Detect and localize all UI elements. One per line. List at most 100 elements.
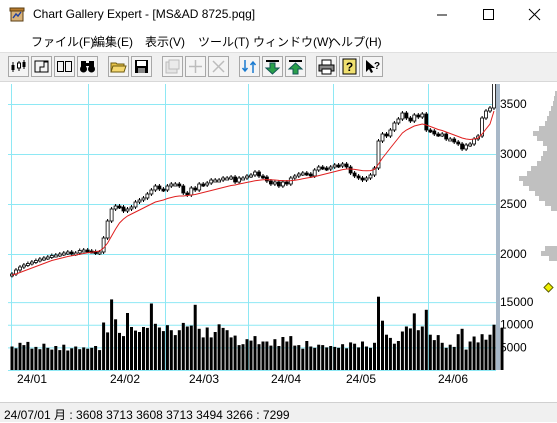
- candle-body: [57, 253, 62, 257]
- volume-tick-label: 5000: [500, 340, 527, 354]
- move-down-button[interactable]: [262, 56, 283, 77]
- volume-bar: [321, 345, 325, 370]
- candle-body: [364, 177, 369, 181]
- open-button[interactable]: [108, 56, 129, 77]
- menu-window[interactable]: ウィンドウ(W): [253, 35, 333, 49]
- volume-bar: [229, 337, 233, 370]
- search-button[interactable]: [77, 56, 98, 77]
- volume-bar: [424, 309, 428, 370]
- candle-body: [460, 143, 465, 150]
- volume-bar: [193, 304, 197, 370]
- context-help-button[interactable]: ?: [362, 56, 383, 77]
- help-button[interactable]: ?: [339, 56, 360, 77]
- volume-bar: [169, 330, 173, 370]
- arrow-up-icon: [287, 60, 304, 75]
- chart-area[interactable]: 3500 3000 2500 2000 15000 10000 5000 24/01 24/02…: [8, 84, 557, 402]
- volume-profile-bar: [529, 186, 557, 191]
- volume-bar: [381, 320, 384, 370]
- candle-body: [233, 176, 238, 183]
- candle-body: [484, 110, 488, 119]
- candle-body: [340, 163, 345, 167]
- volume-bar: [325, 347, 329, 370]
- volume-bar: [149, 303, 153, 370]
- volume-profile-bar: [539, 126, 557, 131]
- volume-bar: [285, 341, 289, 370]
- volume-bar: [165, 325, 169, 370]
- volume-bar: [269, 345, 273, 370]
- menu-view[interactable]: 表示(V): [145, 35, 185, 49]
- menu-file[interactable]: ファイル(F): [31, 35, 95, 49]
- candle-body: [201, 183, 206, 187]
- delete-button[interactable]: [208, 56, 229, 77]
- print-button[interactable]: [316, 56, 337, 77]
- minimize-button[interactable]: [419, 0, 465, 30]
- scale-marker[interactable]: [543, 282, 554, 293]
- volume-bar: [396, 341, 400, 370]
- volume-bar: [353, 343, 357, 370]
- candle-body: [173, 183, 178, 187]
- candle-body: [416, 114, 421, 118]
- date-tick-label: 24/01: [17, 372, 47, 386]
- candle-body: [284, 181, 289, 185]
- candlestick-chart-button[interactable]: [8, 56, 29, 77]
- candle-body: [61, 252, 66, 256]
- candle-body: [316, 166, 321, 171]
- volume-profile-bar: [523, 181, 557, 186]
- volume-bar: [392, 343, 396, 370]
- properties-button[interactable]: [162, 56, 183, 77]
- stock-chart[interactable]: 3500 3000 2500 2000 15000 10000 5000 24/01 24/02…: [8, 84, 557, 402]
- sort-button[interactable]: [239, 56, 260, 77]
- candle-body: [320, 166, 325, 170]
- volume-bar: [341, 344, 345, 370]
- volume-bar: [492, 324, 496, 370]
- dual-pane-button[interactable]: [54, 56, 75, 77]
- menu-tools[interactable]: ツール(T): [198, 35, 250, 49]
- volume-bar: [245, 339, 249, 370]
- add-button[interactable]: [185, 56, 206, 77]
- volume-bar: [400, 331, 404, 370]
- price-tick-label: 3000: [500, 147, 527, 161]
- candle-body: [42, 257, 46, 261]
- candle-body: [464, 144, 469, 150]
- candle-body: [376, 140, 381, 169]
- candle-body: [169, 183, 174, 187]
- date-tick-label: 24/03: [189, 372, 219, 386]
- candle-body: [165, 185, 170, 191]
- menu-edit[interactable]: 編集(E): [93, 35, 133, 49]
- volume-bar: [50, 349, 54, 370]
- candle-body: [113, 205, 118, 210]
- volume-bar: [30, 348, 34, 370]
- candle-body: [237, 177, 242, 183]
- volume-bar: [122, 336, 125, 370]
- volume-profile-bar: [527, 171, 557, 176]
- candle-body: [97, 251, 102, 255]
- properties-icon: [165, 59, 180, 74]
- volume-bar: [301, 348, 305, 370]
- close-button[interactable]: [511, 0, 557, 30]
- volume-profile-bar: [549, 111, 557, 116]
- move-up-button[interactable]: [285, 56, 306, 77]
- volume-profile-bar: [531, 166, 557, 171]
- maximize-button[interactable]: [465, 0, 511, 30]
- volume-bar: [253, 336, 257, 370]
- candle-body: [81, 249, 86, 253]
- volume-bar: [225, 330, 229, 370]
- candle-body: [133, 201, 138, 208]
- app-icon: [9, 7, 25, 22]
- volume-bar: [209, 337, 213, 370]
- volume-bars: [10, 296, 504, 370]
- volume-bar: [484, 339, 488, 370]
- candle-body: [424, 113, 429, 131]
- candle-body: [392, 122, 397, 131]
- candle-body: [181, 185, 186, 194]
- volume-bar: [464, 349, 468, 370]
- title-bar[interactable]: Chart Gallery Expert - [MS&AD 8725.pqg]: [0, 0, 557, 30]
- volume-bar: [365, 346, 368, 370]
- save-button[interactable]: [131, 56, 152, 77]
- candle-body: [193, 187, 198, 191]
- line-chart-button[interactable]: [31, 56, 52, 77]
- candle-body: [69, 251, 74, 255]
- menu-help[interactable]: ヘルプ(H): [329, 35, 382, 49]
- help-icon: ?: [342, 58, 357, 75]
- axes: 3500 3000 2500 2000 15000 10000 5000 24/01 24/02…: [17, 97, 534, 386]
